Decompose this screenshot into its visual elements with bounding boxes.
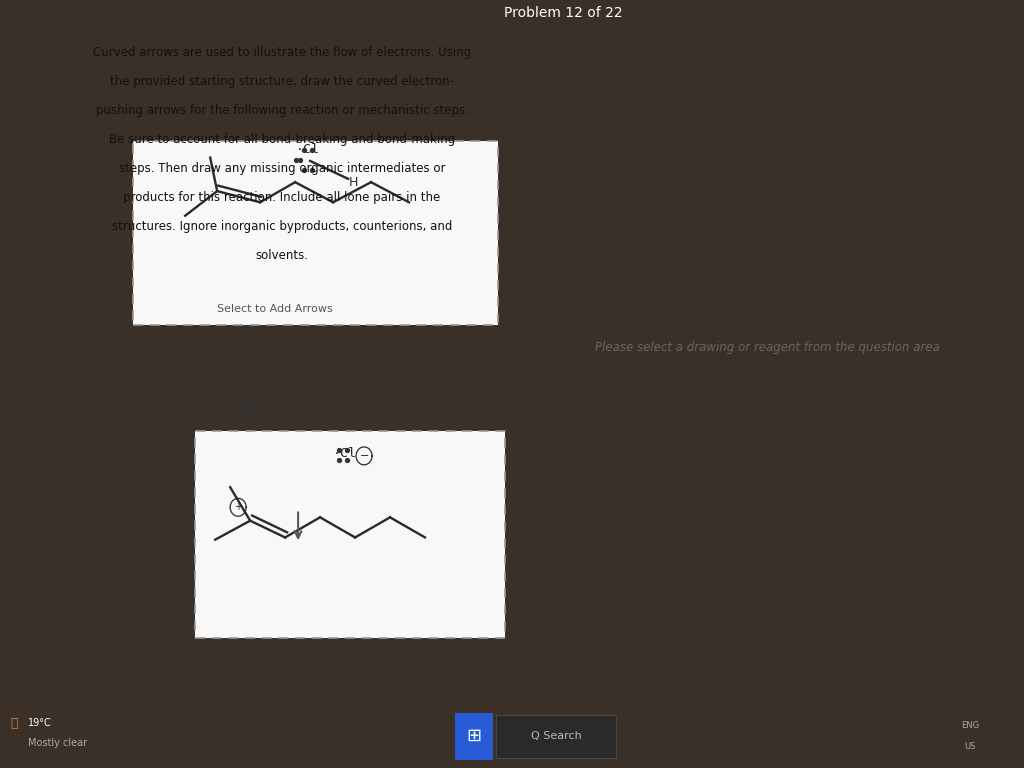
Text: Curved arrows are used to illustrate the flow of electrons. Using: Curved arrows are used to illustrate the… bbox=[93, 46, 471, 59]
Text: Please select a drawing or reagent from the question area: Please select a drawing or reagent from … bbox=[595, 341, 939, 354]
Text: pushing arrows for the following reaction or mechanistic steps.: pushing arrows for the following reactio… bbox=[95, 104, 469, 117]
Text: HCI: HCI bbox=[332, 368, 358, 383]
FancyBboxPatch shape bbox=[196, 432, 505, 638]
Text: −: − bbox=[359, 451, 369, 461]
Text: solvents.: solvents. bbox=[256, 249, 308, 262]
Text: ·Cl: ·Cl bbox=[333, 447, 357, 460]
Text: structures. Ignore inorganic byproducts, counterions, and: structures. Ignore inorganic byproducts,… bbox=[112, 220, 453, 233]
Text: the provided starting structure, draw the curved electron-: the provided starting structure, draw th… bbox=[111, 75, 454, 88]
Bar bbox=[455, 713, 493, 760]
Text: Mostly clear: Mostly clear bbox=[28, 738, 87, 748]
Text: Select to Add Arrows: Select to Add Arrows bbox=[217, 304, 333, 314]
Text: steps. Then draw any missing organic intermediates or: steps. Then draw any missing organic int… bbox=[119, 162, 445, 175]
Text: ENG: ENG bbox=[961, 720, 979, 730]
Text: Be sure to account for all bond-breaking and bond-making: Be sure to account for all bond-breaking… bbox=[109, 133, 456, 146]
Text: products for this reaction. Include all lone pairs in the: products for this reaction. Include all … bbox=[124, 191, 440, 204]
Text: US: US bbox=[965, 742, 976, 750]
FancyBboxPatch shape bbox=[133, 141, 498, 325]
Text: ⊞: ⊞ bbox=[467, 727, 481, 745]
Text: Q Search: Q Search bbox=[530, 731, 582, 741]
Text: +: + bbox=[234, 502, 242, 512]
Text: Problem 12 of 22: Problem 12 of 22 bbox=[504, 6, 623, 21]
Text: H: H bbox=[348, 176, 357, 189]
Text: ·Cl: ·Cl bbox=[296, 144, 321, 157]
Text: 19°C: 19°C bbox=[28, 718, 52, 728]
Bar bbox=[496, 715, 616, 758]
Text: 🌤: 🌤 bbox=[10, 717, 17, 730]
